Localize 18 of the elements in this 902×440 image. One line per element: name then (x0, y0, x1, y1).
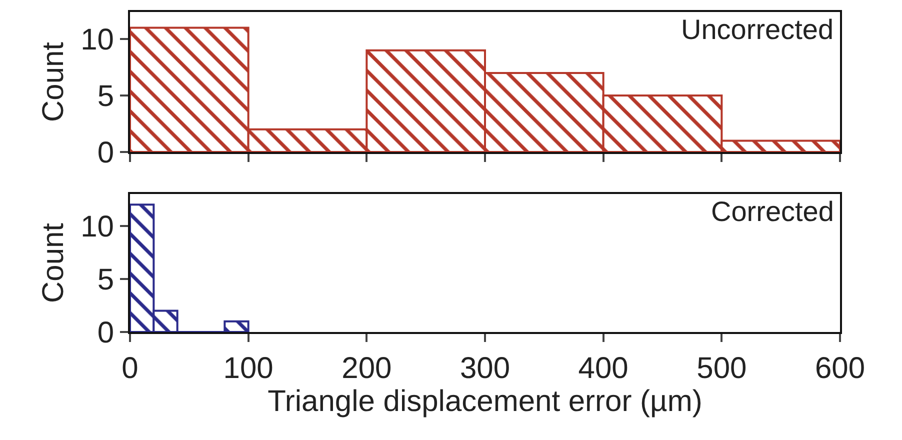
x-tick-label: 300 (460, 352, 510, 385)
x-tick-label: 500 (696, 352, 747, 385)
y-tick-label: 0 (97, 316, 114, 350)
y-axis-title: Count (37, 41, 70, 122)
x-tick-label: 400 (578, 352, 628, 385)
y-axis-title: Count (37, 222, 70, 304)
x-tick-label: 200 (342, 352, 392, 385)
x-axis-title: Triangle displacement error (µm) (268, 385, 702, 418)
y-tick-label: 10 (80, 210, 114, 244)
annotation: Corrected (711, 196, 834, 227)
x-tick-label: 600 (814, 352, 866, 385)
y-tick-label: 5 (97, 263, 114, 296)
y-tick-label: 5 (97, 80, 114, 114)
x-tick-label: 100 (223, 352, 274, 385)
y-tick-label: 0 (97, 136, 114, 170)
y-tick-label: 10 (80, 24, 114, 57)
x-tick-label: 0 (122, 352, 138, 385)
annotation: Uncorrected (681, 14, 834, 45)
